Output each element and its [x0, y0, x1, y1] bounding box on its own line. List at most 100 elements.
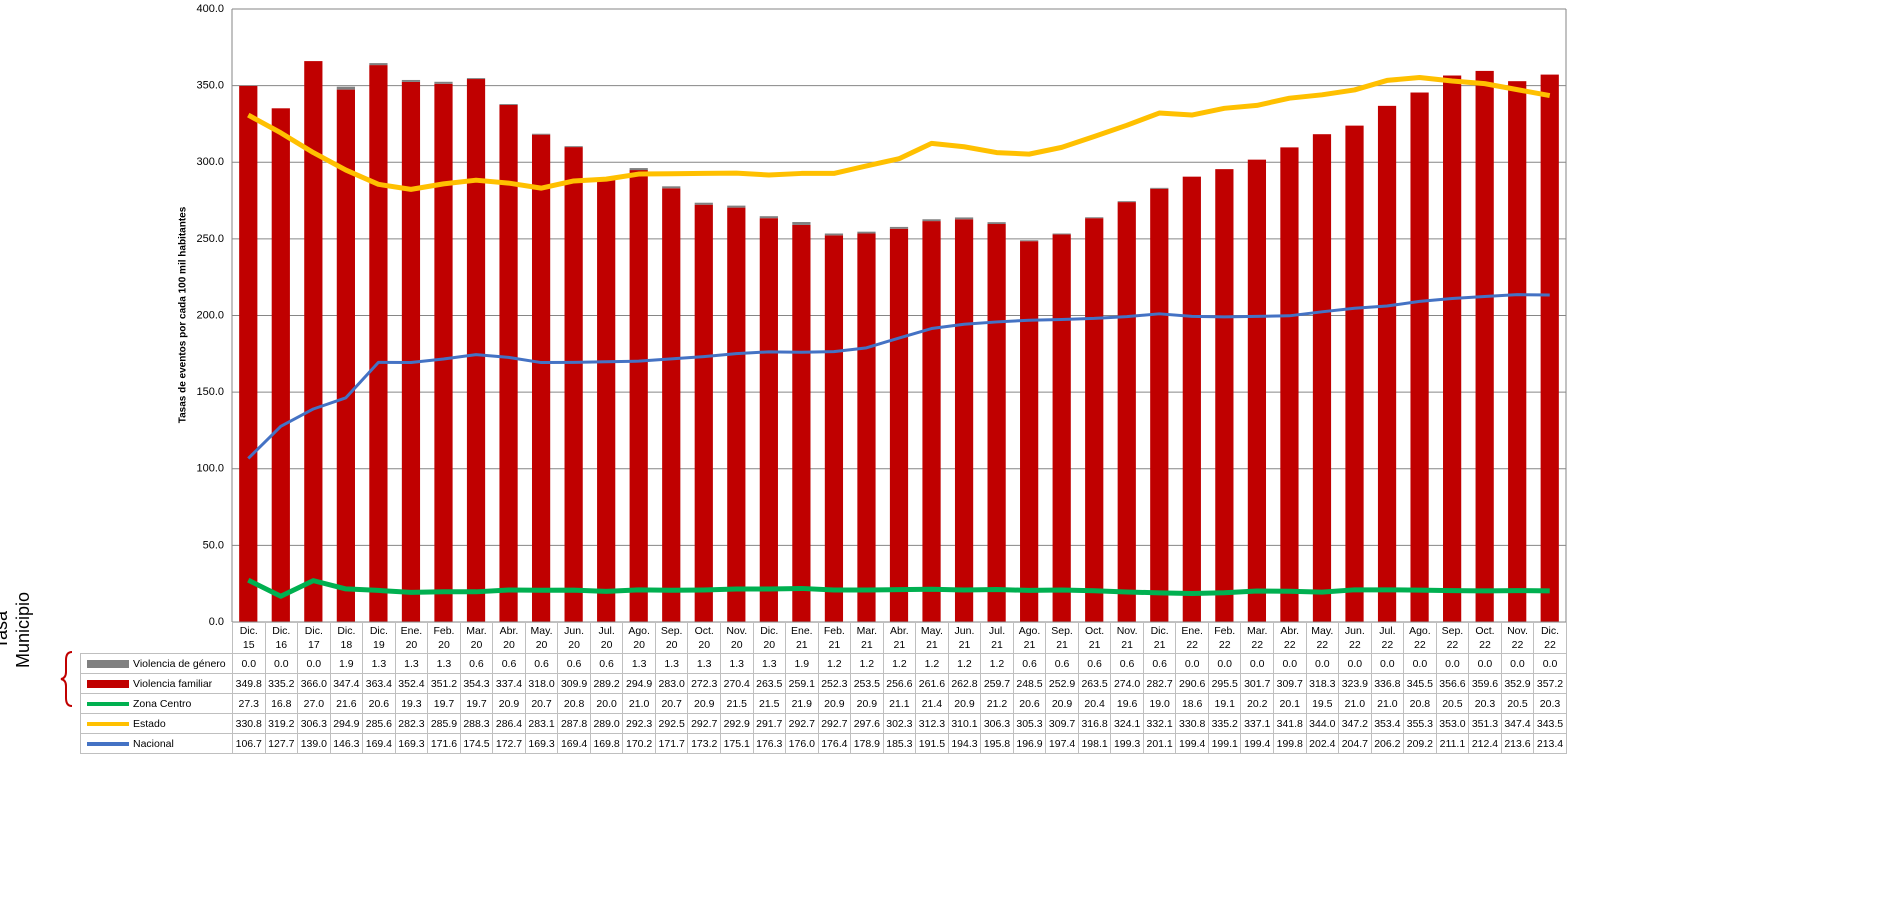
- bar: [1150, 188, 1169, 622]
- table-value: 312.3: [915, 713, 949, 734]
- table-value: 295.5: [1207, 673, 1242, 694]
- y-tick-label: 150.0: [196, 386, 224, 398]
- bar: [662, 188, 681, 623]
- table-value: 20.9: [687, 693, 721, 714]
- table-value: 359.6: [1468, 673, 1502, 694]
- table-value: 285.9: [427, 713, 461, 734]
- table-value: 0.6: [1045, 653, 1079, 674]
- table-value: 20.8: [557, 693, 591, 714]
- table-value: 213.4: [1533, 733, 1567, 754]
- table-value: 1.9: [329, 653, 364, 674]
- table-value: 18.6: [1175, 693, 1209, 714]
- legend-swatch: [87, 741, 129, 746]
- table-value: 0.6: [459, 653, 494, 674]
- table-value: 174.5: [459, 733, 494, 754]
- table-value: 0.6: [492, 653, 526, 674]
- table-value: 21.9: [785, 693, 819, 714]
- bar: [1182, 176, 1201, 622]
- x-tick-label: Dic. 20: [752, 622, 787, 654]
- y-tick-label: 250.0: [196, 233, 224, 245]
- legend-swatch: [87, 679, 129, 688]
- table-value: 1.3: [394, 653, 429, 674]
- table-row: Violencia familiar 349.8 335.2 366.0 347.4 36…: [80, 673, 1567, 694]
- bar: [922, 221, 941, 622]
- x-tick-label: Oct. 20: [687, 622, 721, 654]
- table-value: 309.9: [557, 673, 591, 694]
- table-value: 1.3: [427, 653, 461, 674]
- table-value: 0.0: [1207, 653, 1242, 674]
- table-value: 289.0: [589, 713, 624, 734]
- table-value: 19.7: [459, 693, 494, 714]
- x-tick-label: Jun. 20: [557, 622, 591, 654]
- x-tick-label: Abr. 21: [882, 622, 917, 654]
- table-value: 294.9: [329, 713, 364, 734]
- table-value: 1.2: [850, 653, 884, 674]
- x-tick-label: Dic. 16: [264, 622, 299, 654]
- table-value: 21.1: [882, 693, 917, 714]
- table-value: 202.4: [1305, 733, 1340, 754]
- table-value: 170.2: [622, 733, 656, 754]
- table-value: 292.7: [817, 713, 852, 734]
- table-value: 301.7: [1240, 673, 1274, 694]
- table-value: 106.7: [232, 733, 266, 754]
- x-tick-label: Ene. 20: [394, 622, 429, 654]
- bar: [1117, 201, 1136, 203]
- table-value: 199.4: [1240, 733, 1274, 754]
- table-value: 352.9: [1500, 673, 1535, 694]
- table-value: 20.1: [1273, 693, 1307, 714]
- table-value: 1.3: [622, 653, 656, 674]
- x-tick-label: Dic. 17: [297, 622, 331, 654]
- table-value: 354.3: [459, 673, 494, 694]
- table-value: 20.3: [1468, 693, 1502, 714]
- bar: [1508, 81, 1527, 623]
- table-value: 0.0: [264, 653, 299, 674]
- table-value: 347.4: [329, 673, 364, 694]
- y-tick-label: 200.0: [196, 309, 224, 321]
- line: [247, 75, 1551, 192]
- table-value: 316.8: [1077, 713, 1112, 734]
- y-tick-label: 350.0: [196, 80, 224, 92]
- table-value: 176.3: [752, 733, 787, 754]
- table-value: 366.0: [297, 673, 331, 694]
- table-value: 127.7: [264, 733, 299, 754]
- table-value: 20.7: [654, 693, 689, 714]
- table-value: 285.6: [362, 713, 396, 734]
- table-value: 27.0: [297, 693, 331, 714]
- bar: [727, 205, 746, 208]
- table-value: 288.3: [459, 713, 494, 734]
- x-tick-label: Sep. 20: [654, 622, 689, 654]
- table-value: 199.1: [1207, 733, 1242, 754]
- bar: [499, 104, 518, 622]
- legend-label: Estado: [133, 717, 166, 730]
- table-value: 305.3: [1012, 713, 1047, 734]
- bar: [401, 81, 421, 622]
- table-value: 20.5: [1500, 693, 1535, 714]
- table-value: 169.3: [394, 733, 429, 754]
- table-value: 263.5: [1077, 673, 1112, 694]
- table-value: 1.3: [752, 653, 787, 674]
- x-tick-label: Jun. 21: [947, 622, 982, 654]
- y-axis-title: Tasas de eventos por cada 100 mil habita…: [178, 206, 189, 423]
- table-value: 294.9: [622, 673, 656, 694]
- x-tick-label: May. 21: [915, 622, 949, 654]
- table-value: 292.5: [654, 713, 689, 734]
- table-value: 1.2: [947, 653, 982, 674]
- table-value: 20.7: [524, 693, 559, 714]
- table-value: 290.6: [1175, 673, 1209, 694]
- x-tick-label: Feb. 21: [817, 622, 852, 654]
- x-tick-label: Jul. 21: [980, 622, 1014, 654]
- table-value: 347.2: [1338, 713, 1372, 734]
- bar: [369, 63, 388, 66]
- bar: [889, 228, 909, 622]
- bar: [759, 216, 778, 219]
- bar: [564, 147, 583, 622]
- x-tick-label: Ago. 21: [1012, 622, 1047, 654]
- bar: [1085, 218, 1104, 622]
- table-value: 0.0: [1403, 653, 1437, 674]
- bar: [662, 186, 681, 189]
- y-tick-label: 50.0: [203, 539, 224, 551]
- table-value: 20.2: [1240, 693, 1274, 714]
- table-value: 199.8: [1273, 733, 1307, 754]
- bar: [1020, 241, 1039, 622]
- table-row: Violencia de género 0.0 0.0 0.0 1.9 1.3 1.3 1.3…: [80, 653, 1567, 674]
